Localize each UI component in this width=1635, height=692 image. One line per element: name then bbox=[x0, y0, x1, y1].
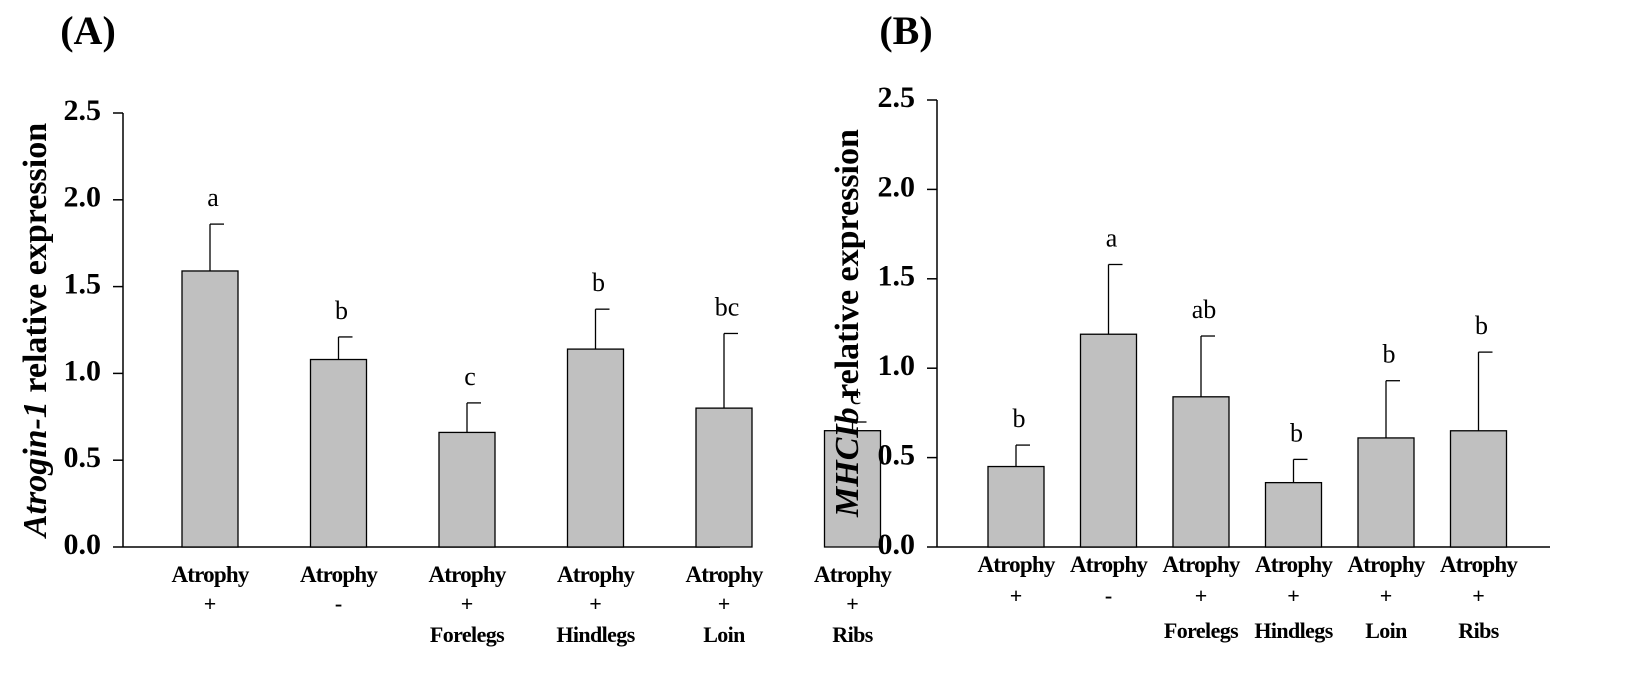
x-category-label: Atrophy bbox=[1255, 552, 1333, 577]
x-category-tissue: Forelegs bbox=[1164, 618, 1239, 643]
y-tick-label: 1.5 bbox=[64, 267, 102, 300]
bar bbox=[1264, 481, 1323, 548]
bar bbox=[309, 358, 368, 548]
x-category-label: Atrophy bbox=[1440, 552, 1518, 577]
significance-label: b bbox=[1383, 340, 1396, 369]
x-category-label: Atrophy bbox=[685, 562, 763, 587]
bar bbox=[695, 407, 753, 548]
significance-label: a bbox=[1106, 223, 1118, 252]
bar bbox=[1357, 437, 1415, 548]
y-tick-label: 0.5 bbox=[64, 441, 102, 474]
x-category-label: Atrophy bbox=[1070, 552, 1148, 577]
x-category-sign: + bbox=[1010, 583, 1023, 608]
y-axis-title-rest: relative expression bbox=[829, 129, 866, 407]
x-category-tissue: Ribs bbox=[832, 622, 873, 647]
significance-label: b bbox=[335, 296, 348, 325]
y-tick-label: 0.0 bbox=[64, 528, 102, 561]
chart-panel-b: (B) MHCIb relative expression 0.0 0.5 1.0 1.5… bbox=[829, 8, 1550, 643]
significance-label: b bbox=[1475, 311, 1488, 340]
significance-label: bc bbox=[715, 292, 740, 321]
significance-label: b bbox=[592, 268, 605, 297]
x-category-sign: - bbox=[1105, 583, 1112, 608]
bar bbox=[438, 431, 496, 548]
x-category-label: Atrophy bbox=[557, 562, 635, 587]
y-tick-label: 2.0 bbox=[878, 170, 916, 203]
significance-label: b bbox=[1013, 404, 1026, 433]
x-category-tissue: Hindlegs bbox=[1254, 618, 1333, 643]
bar bbox=[1172, 396, 1230, 548]
y-axis-title-rest: relative expression bbox=[17, 123, 54, 401]
x-category-sign: - bbox=[335, 591, 342, 616]
y-axis-title: Atrogin-1 relative expression bbox=[17, 123, 54, 539]
y-tick-label: 2.0 bbox=[64, 181, 102, 214]
x-category-tissue: Forelegs bbox=[430, 622, 505, 647]
x-category-sign: + bbox=[204, 591, 217, 616]
significance-label: a bbox=[207, 183, 219, 212]
x-category-label: Atrophy bbox=[1347, 552, 1425, 577]
x-category-tissue: Loin bbox=[1365, 618, 1407, 643]
panel-label: (A) bbox=[60, 8, 116, 53]
y-tick-label: 1.0 bbox=[878, 349, 916, 382]
x-category-label: Atrophy bbox=[300, 562, 378, 587]
y-axis-title-gene: Atrogin-1 bbox=[17, 401, 54, 539]
x-category-label: Atrophy bbox=[977, 552, 1055, 577]
y-tick-label: 2.5 bbox=[878, 81, 916, 114]
bar bbox=[1449, 430, 1508, 548]
y-tick-label: 1.0 bbox=[64, 354, 102, 387]
panel-label: (B) bbox=[879, 8, 932, 53]
x-category-sign: + bbox=[1472, 583, 1485, 608]
y-tick-label: 1.5 bbox=[878, 260, 916, 293]
significance-label: b bbox=[1290, 418, 1303, 447]
x-category-sign: + bbox=[1195, 583, 1208, 608]
bar bbox=[1079, 333, 1138, 548]
x-category-sign: + bbox=[846, 591, 859, 616]
x-category-sign: + bbox=[718, 591, 731, 616]
x-category-label: Atrophy bbox=[428, 562, 506, 587]
significance-label: c bbox=[850, 381, 862, 410]
x-category-tissue: Loin bbox=[703, 622, 745, 647]
x-category-sign: + bbox=[461, 591, 474, 616]
y-axis-title: MHCIb relative expression bbox=[829, 129, 866, 518]
x-category-tissue: Hindlegs bbox=[556, 622, 635, 647]
x-category-sign: + bbox=[1380, 583, 1393, 608]
y-axis-title-gene: MHCIb bbox=[829, 407, 866, 518]
x-category-sign: + bbox=[589, 591, 602, 616]
x-category-tissue: Ribs bbox=[1458, 618, 1499, 643]
bar bbox=[987, 465, 1045, 548]
x-category-label: Atrophy bbox=[171, 562, 249, 587]
significance-label: ab bbox=[1192, 295, 1217, 324]
x-category-sign: + bbox=[1287, 583, 1300, 608]
chart-panel-a: (A) Atrogin-1 relative expression 0.0 0.5 1.… bbox=[17, 8, 893, 647]
bar bbox=[566, 348, 625, 548]
bar bbox=[181, 270, 239, 548]
significance-label: c bbox=[464, 362, 476, 391]
y-tick-label: 0.0 bbox=[878, 528, 916, 561]
x-category-label: Atrophy bbox=[814, 562, 892, 587]
x-category-label: Atrophy bbox=[1162, 552, 1240, 577]
y-tick-label: 2.5 bbox=[64, 94, 102, 127]
y-tick-label: 0.5 bbox=[878, 438, 916, 471]
